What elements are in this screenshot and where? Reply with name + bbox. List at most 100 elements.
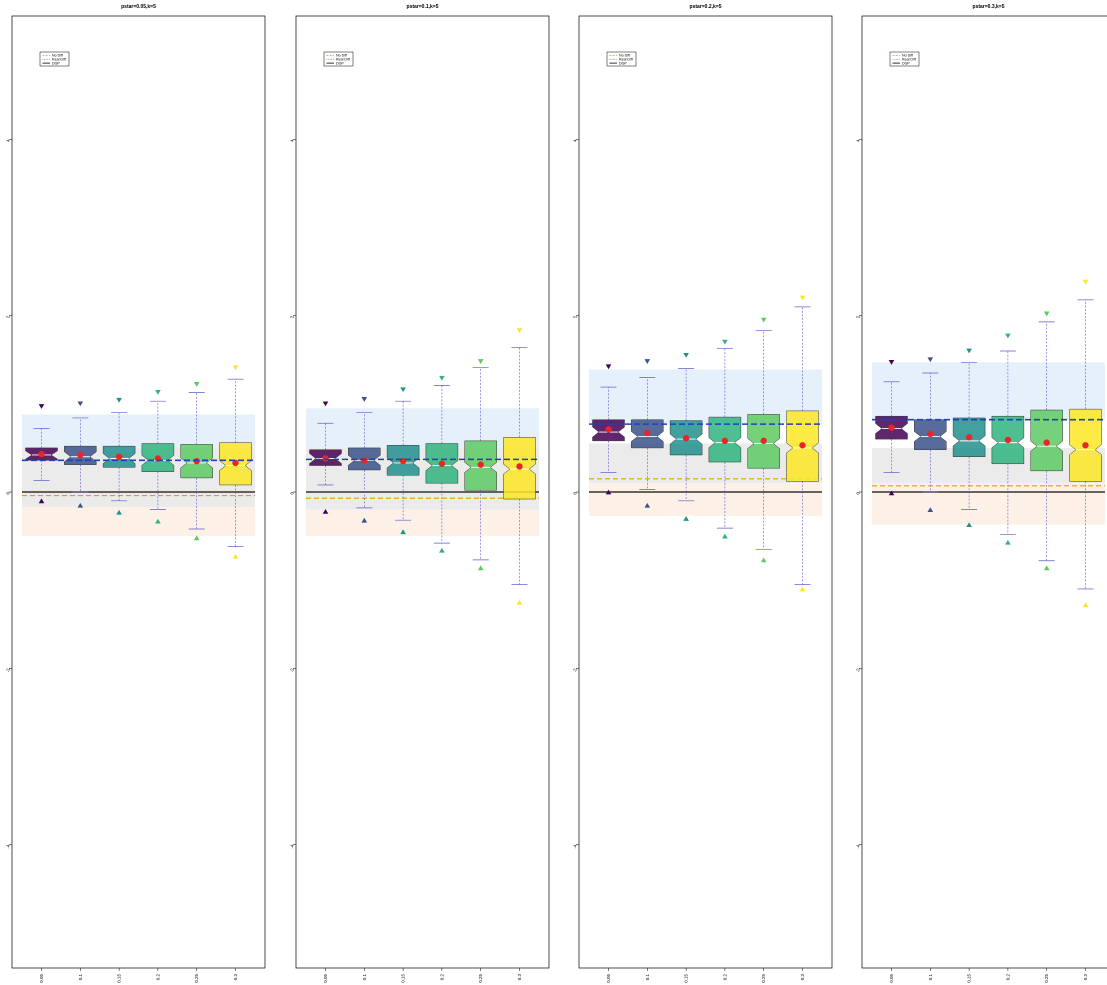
outlier-low xyxy=(760,557,767,563)
gray-band xyxy=(306,447,539,510)
outlier-low xyxy=(644,502,651,508)
y-tick-label: 0 xyxy=(573,492,578,495)
gray-band xyxy=(22,447,255,507)
outlier-low xyxy=(1005,539,1011,545)
legend-label: Real Diff xyxy=(336,58,350,62)
box-0.2 xyxy=(708,339,742,539)
outlier-high xyxy=(232,365,239,371)
x-tick-label: 0.3 xyxy=(517,974,522,981)
mean-point xyxy=(888,424,895,431)
box-0.25 xyxy=(180,382,213,541)
y-tick-label: 0 xyxy=(6,492,11,495)
y-tick-label: -2 xyxy=(573,668,578,672)
mean-point xyxy=(477,461,484,468)
x-tick-label: 0.05 xyxy=(606,974,611,983)
box-0.3 xyxy=(219,365,252,559)
chart-panel-2: pstar=0.1,k=5 -4 -2 0 2 4 0.05 0.1 0.15 0.2 0.25 0.… xyxy=(290,4,550,983)
legend-label: No Diff xyxy=(619,54,630,58)
blue-band xyxy=(872,362,1105,420)
legend-label: No Diff xyxy=(336,54,347,58)
box-0.05 xyxy=(25,404,58,504)
outlier-low xyxy=(516,599,523,605)
mean-point xyxy=(965,434,973,441)
y-tick-label: 4 xyxy=(6,139,11,142)
y-tick-label: -4 xyxy=(290,844,295,848)
outlier-low xyxy=(361,517,368,523)
outlier-low xyxy=(38,498,45,504)
outlier-low xyxy=(1043,565,1050,571)
y-tick-label: 0 xyxy=(290,492,295,495)
outlier-low xyxy=(439,547,445,553)
x-tick-label: 0.15 xyxy=(401,974,406,983)
mean-point xyxy=(721,437,729,445)
panel-title: pstar=0.3,k=5 xyxy=(973,4,1005,10)
box-0.15 xyxy=(669,352,703,521)
outlier-low xyxy=(155,518,161,524)
legend-label: DGP xyxy=(336,61,344,65)
y-tick-label: 4 xyxy=(573,139,578,142)
mean-point xyxy=(927,430,934,438)
y-tick-label: -4 xyxy=(6,844,11,848)
mean-point xyxy=(193,457,200,465)
outlier-high xyxy=(361,397,368,402)
outlier-high xyxy=(966,348,972,354)
mean-point xyxy=(1043,439,1050,446)
mean-point xyxy=(516,463,523,470)
box-0.15 xyxy=(386,387,420,535)
box-0.2 xyxy=(141,389,175,524)
outlier-high xyxy=(193,382,200,387)
orange-band xyxy=(306,509,539,537)
x-tick-label: 0.15 xyxy=(684,974,689,983)
mean-point xyxy=(361,457,368,464)
box-0.2 xyxy=(425,375,459,553)
outlier-high xyxy=(760,317,767,323)
x-tick-label: 0.2 xyxy=(1005,974,1010,981)
gray-band xyxy=(872,447,1105,484)
outlier-high xyxy=(322,401,329,407)
outlier-low xyxy=(77,502,84,508)
x-tick-label: 0.1 xyxy=(645,974,650,981)
mean-point xyxy=(38,450,45,458)
mean-point xyxy=(1082,442,1089,449)
box-0.15 xyxy=(952,348,986,528)
outlier-low xyxy=(799,586,806,592)
y-tick-label: 4 xyxy=(856,139,861,142)
outlier-high xyxy=(77,401,84,407)
box-0.15 xyxy=(102,397,136,515)
outlier-low xyxy=(683,516,689,521)
outlier-high xyxy=(722,339,728,345)
y-tick-label: -4 xyxy=(856,844,861,848)
panel-title: pstar=0.1,k=5 xyxy=(407,4,439,10)
x-tick-label: 0.1 xyxy=(928,974,933,981)
outlier-low xyxy=(232,553,239,559)
chart-panel-3: pstar=0.2,k=5 -4 -2 0 2 4 0.05 0.1 0.15 0.2 0.25 0.… xyxy=(573,4,833,983)
x-tick-label: 0.15 xyxy=(967,974,972,983)
outlier-high xyxy=(516,328,523,334)
y-tick-label: 2 xyxy=(6,315,11,318)
x-tick-label: 0.05 xyxy=(39,974,44,983)
outlier-low xyxy=(400,529,406,535)
box-0.3 xyxy=(1069,279,1102,608)
x-tick-label: 0.3 xyxy=(800,974,805,981)
outlier-high xyxy=(927,357,934,363)
legend-label: DGP xyxy=(52,61,60,65)
y-tick-label: -2 xyxy=(6,668,11,672)
mean-point xyxy=(605,426,612,433)
panel-title: pstar=0.2,k=5 xyxy=(690,4,722,10)
box-0.05 xyxy=(875,360,908,496)
x-tick-label: 0.25 xyxy=(478,974,483,983)
x-tick-label: 0.3 xyxy=(1083,974,1088,981)
outlier-high xyxy=(155,389,161,395)
mean-point xyxy=(77,451,84,459)
box-0.25 xyxy=(747,317,780,563)
x-tick-label: 0.05 xyxy=(323,974,328,983)
box-0.1 xyxy=(631,359,664,508)
outlier-low xyxy=(1082,602,1089,608)
mean-point xyxy=(438,460,446,467)
outlier-low xyxy=(322,508,329,514)
outlier-high xyxy=(1043,311,1050,317)
x-tick-label: 0.25 xyxy=(194,974,199,983)
